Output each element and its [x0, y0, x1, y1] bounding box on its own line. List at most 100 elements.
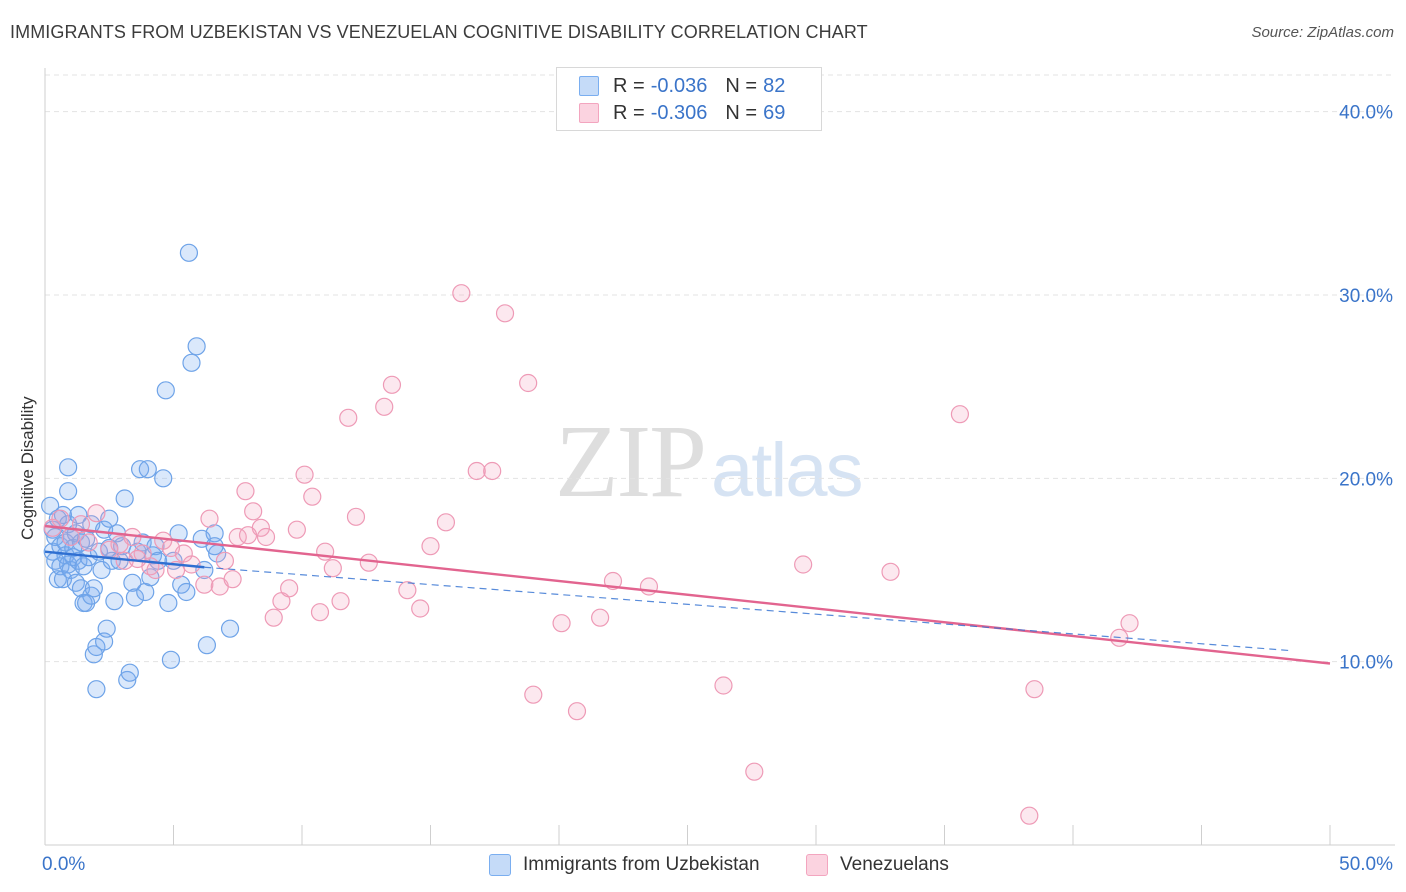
- uzbekistan-point: [123, 573, 142, 592]
- legend-r-label: R =: [613, 74, 645, 97]
- legend-n-value-uzbekistan: 82: [763, 74, 786, 97]
- legend-n-value-venezuelans: 69: [763, 101, 786, 124]
- uzbekistan-point: [125, 588, 145, 607]
- venezuelan-point: [264, 608, 283, 627]
- uzbekistan-point: [187, 337, 206, 356]
- venezuelan-point: [295, 465, 314, 484]
- venezuelan-point: [375, 397, 394, 416]
- venezuelan-point: [950, 405, 970, 424]
- venezuelan-point: [567, 702, 587, 721]
- uzbekistan-point: [87, 680, 106, 699]
- uzbekistan-point: [130, 460, 150, 479]
- venezuelan-point: [421, 537, 440, 556]
- venezuelan-point: [1025, 680, 1044, 699]
- uzbekistan-point: [84, 579, 103, 598]
- chart-title: IMMIGRANTS FROM UZBEKISTAN VS VENEZUELAN…: [10, 22, 868, 42]
- venezuelan-point: [881, 562, 900, 581]
- uzbekistan-point: [156, 381, 175, 400]
- bottom-legend-swatch-venezuelans: [806, 854, 828, 876]
- venezuelan-point: [195, 575, 214, 594]
- y-tick-label: 30.0%: [1339, 286, 1393, 307]
- uzbekistan-point: [66, 573, 85, 592]
- venezuelan-point: [524, 685, 543, 704]
- axes: [44, 68, 1395, 846]
- uzbekistan-point: [120, 663, 139, 682]
- venezuelan-point: [1120, 614, 1139, 633]
- uzbekistan-point: [220, 619, 240, 638]
- venezuelan-point: [346, 507, 366, 526]
- uzbekistan-point: [84, 645, 103, 664]
- watermark-zip: ZIP: [555, 404, 707, 519]
- venezuelan-point: [244, 502, 263, 521]
- legend-n-label: N =: [725, 74, 758, 97]
- uzbekistan-point: [138, 460, 157, 479]
- venezuelan-point: [745, 762, 764, 781]
- legend-n-label: N =: [725, 101, 758, 124]
- venezuelan-point: [411, 599, 430, 618]
- uzbekistan-point: [59, 458, 78, 477]
- grid-lines: [45, 74, 1395, 663]
- venezuelan-point: [591, 608, 610, 627]
- bottom-legend-label-uzbekistan: Immigrants from Uzbekistan: [523, 854, 760, 875]
- y-tick-label: 10.0%: [1339, 653, 1393, 674]
- venezuelan-point: [714, 676, 733, 695]
- uzbekistan-trend-line: [44, 550, 205, 569]
- correlation-legend: R = -0.036 N = 82 R = -0.306 N = 69: [556, 67, 822, 131]
- venezuelan-point: [436, 513, 456, 532]
- venezuelan-point: [483, 461, 502, 481]
- uzbekistan-point: [118, 670, 137, 690]
- uzbekistan-trend-extension: [204, 566, 1292, 652]
- venezuelan-point: [303, 487, 322, 506]
- venezuelan-point: [398, 581, 417, 600]
- venezuelan-point: [467, 461, 486, 481]
- legend-r-value-uzbekistan: -0.036: [650, 74, 708, 97]
- venezuelan-trend-line: [44, 524, 1331, 665]
- watermark-atlas: atlas: [711, 428, 864, 513]
- venezuelan-point: [87, 504, 106, 523]
- uzbekistan-point: [74, 557, 93, 576]
- venezuelan-point: [452, 284, 471, 303]
- bottom-legend-venezuelans[interactable]: Venezuelans: [806, 852, 949, 878]
- venezuelan-point: [223, 570, 242, 589]
- venezuelan-point: [359, 553, 378, 572]
- venezuelan-point: [200, 509, 219, 528]
- legend-r-value-venezuelans: -0.306: [650, 101, 708, 124]
- tick-labels: 10.0% 20.0% 30.0% 40.0% 0.0% 50.0%: [42, 103, 1393, 875]
- uzbekistan-point: [115, 489, 134, 508]
- legend-row-uzbekistan: R = -0.036 N = 82: [579, 73, 785, 99]
- legend-swatch-uzbekistan: [579, 76, 599, 96]
- y-tick-label: 40.0%: [1339, 103, 1393, 124]
- uzbekistan-point: [159, 593, 178, 613]
- venezuelan-point: [256, 527, 276, 547]
- legend-row-venezuelans: R = -0.306 N = 69: [579, 100, 785, 126]
- venezuelan-point: [331, 592, 350, 611]
- x-tick-label: 0.0%: [42, 854, 85, 875]
- watermark: ZIPatlas: [555, 402, 864, 521]
- uzbekistan-points: [41, 243, 240, 699]
- uzbekistan-point: [154, 469, 173, 488]
- uzbekistan-point: [59, 482, 78, 501]
- venezuelan-point: [51, 509, 70, 528]
- uzbekistan-point: [105, 592, 124, 611]
- venezuelan-point: [339, 408, 358, 427]
- bottom-legend-uzbekistan[interactable]: Immigrants from Uzbekistan: [489, 852, 760, 878]
- venezuelan-point: [552, 614, 571, 633]
- uzbekistan-point: [179, 243, 199, 262]
- trend-lines: [44, 524, 1331, 665]
- venezuelan-point: [79, 533, 98, 552]
- venezuelan-point: [794, 555, 813, 574]
- uzbekistan-point: [69, 551, 88, 570]
- uzbekistan-point: [169, 524, 188, 543]
- venezuelan-point: [1020, 806, 1039, 825]
- uzbekistan-point: [205, 537, 224, 556]
- uzbekistan-point: [182, 353, 201, 372]
- legend-r-label: R =: [613, 101, 645, 124]
- venezuelan-points: [43, 284, 1139, 825]
- uzbekistan-point: [161, 650, 181, 669]
- venezuelan-point: [215, 551, 234, 570]
- bottom-legend-swatch-uzbekistan: [489, 854, 511, 876]
- venezuelan-point: [323, 559, 342, 578]
- y-tick-label: 20.0%: [1339, 469, 1393, 490]
- venezuelan-point: [519, 373, 538, 393]
